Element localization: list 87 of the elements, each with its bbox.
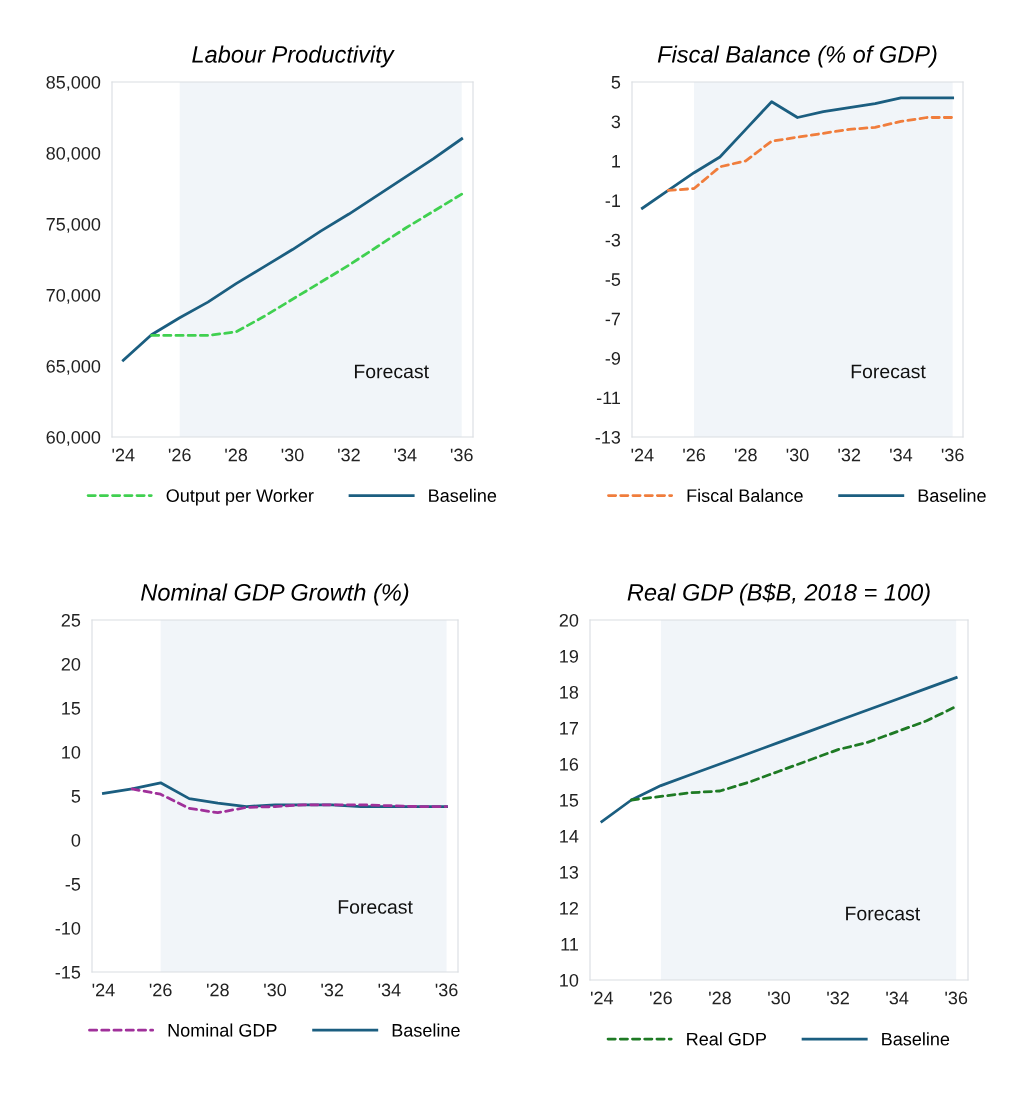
x-tick-label: '36 — [945, 991, 968, 1005]
y-tick-label: -3 — [605, 233, 621, 247]
x-tick-label: '28 — [206, 983, 229, 997]
line-series — [130, 787, 448, 815]
x-tick-label: '32 — [338, 448, 360, 462]
x-tick-label: '34 — [890, 448, 913, 462]
x-tick-label: '28 — [734, 448, 757, 462]
y-tick-label: 15 — [62, 702, 81, 715]
legend-label: Real GDP — [687, 1032, 766, 1046]
y-tick-label: -10 — [55, 921, 81, 935]
y-tick-label: -1 — [605, 194, 621, 207]
band-label: Forecast — [354, 364, 429, 379]
y-tick-label: 80,000 — [46, 146, 101, 162]
y-tick-label: -13 — [595, 430, 621, 444]
y-tick-label: -9 — [605, 352, 621, 365]
y-tick-label: 18 — [560, 685, 579, 699]
y-tick-label: 19 — [560, 649, 579, 663]
y-tick-label: -5 — [605, 273, 621, 286]
y-tick-label: 20 — [559, 613, 579, 627]
legend-label: Baseline — [882, 1032, 950, 1046]
legend-label: Baseline — [918, 488, 986, 503]
y-tick-label: -15 — [55, 966, 81, 979]
y-tick-label: 10 — [62, 745, 81, 759]
x-tick-label: '24 — [92, 983, 115, 997]
legend-label: Fiscal Balance — [687, 488, 803, 503]
x-tick-label: '32 — [827, 991, 849, 1005]
y-tick-label: -5 — [65, 878, 81, 891]
line-series — [629, 705, 958, 802]
x-tick-label: '26 — [650, 991, 672, 1005]
legend-label: Baseline — [429, 488, 497, 503]
y-tick-label: 5 — [71, 790, 81, 803]
y-tick-label: -11 — [596, 391, 621, 405]
y-tick-label: 3 — [611, 115, 621, 129]
y-tick-label: 14 — [560, 830, 579, 843]
y-tick-label: -7 — [605, 312, 620, 326]
x-tick-label: '30 — [786, 448, 809, 462]
y-tick-label: 11 — [561, 938, 579, 951]
y-tick-label: 65,000 — [46, 359, 101, 375]
x-tick-label: '26 — [149, 983, 172, 997]
y-tick-label: 0 — [71, 833, 81, 847]
line-series — [150, 192, 464, 337]
band-label: Forecast — [851, 364, 926, 379]
x-tick-label: '36 — [450, 448, 473, 462]
chart-title: Real GDP (B$B, 2018 = 100) — [627, 583, 930, 606]
chart-title: Labour Productivity — [192, 45, 395, 68]
x-tick-label: '30 — [281, 448, 304, 462]
line-series — [640, 96, 955, 210]
legend-label: Baseline — [392, 1023, 460, 1037]
y-tick-label: 60,000 — [46, 430, 101, 446]
legend-label: Nominal GDP — [168, 1023, 277, 1037]
x-tick-label: '36 — [435, 983, 458, 997]
y-tick-label: 10 — [560, 973, 579, 987]
y-tick-label: 16 — [560, 757, 579, 771]
x-tick-label: '28 — [709, 991, 731, 1005]
x-tick-label: '28 — [225, 448, 248, 462]
x-tick-label: '24 — [590, 991, 614, 1005]
chart-title: Fiscal Balance (% of GDP) — [657, 45, 937, 68]
x-tick-label: '32 — [321, 983, 344, 997]
x-tick-label: '30 — [768, 991, 791, 1005]
y-tick-label: 12 — [560, 901, 578, 915]
y-tick-label: 25 — [61, 613, 81, 627]
line-series — [666, 116, 955, 192]
x-tick-label: '34 — [378, 983, 401, 997]
line-series — [600, 676, 958, 823]
band-label: Forecast — [338, 900, 413, 914]
y-tick-label: 5 — [611, 76, 621, 89]
y-tick-label: 17 — [560, 722, 578, 735]
y-tick-label: 70,000 — [46, 288, 101, 304]
y-tick-label: 15 — [560, 794, 579, 807]
y-tick-label: 85,000 — [46, 75, 101, 91]
legend-label: Output per Worker — [166, 488, 314, 506]
x-tick-label: '34 — [394, 448, 417, 462]
x-tick-label: '26 — [683, 448, 706, 462]
x-tick-label: '30 — [264, 983, 287, 997]
x-tick-label: '24 — [112, 448, 135, 462]
x-tick-label: '34 — [886, 991, 909, 1005]
y-tick-label: 13 — [560, 865, 579, 879]
chart-title: Nominal GDP Growth (%) — [141, 583, 409, 606]
x-tick-label: '36 — [941, 448, 964, 462]
y-tick-label: 1 — [612, 155, 621, 168]
line-series — [121, 137, 464, 362]
y-tick-label: 20 — [61, 657, 81, 671]
y-tick-label: 75,000 — [46, 217, 101, 233]
x-tick-label: '32 — [838, 448, 861, 462]
band-label: Forecast — [846, 906, 921, 921]
x-tick-label: '26 — [168, 448, 191, 462]
x-tick-label: '24 — [631, 448, 654, 462]
